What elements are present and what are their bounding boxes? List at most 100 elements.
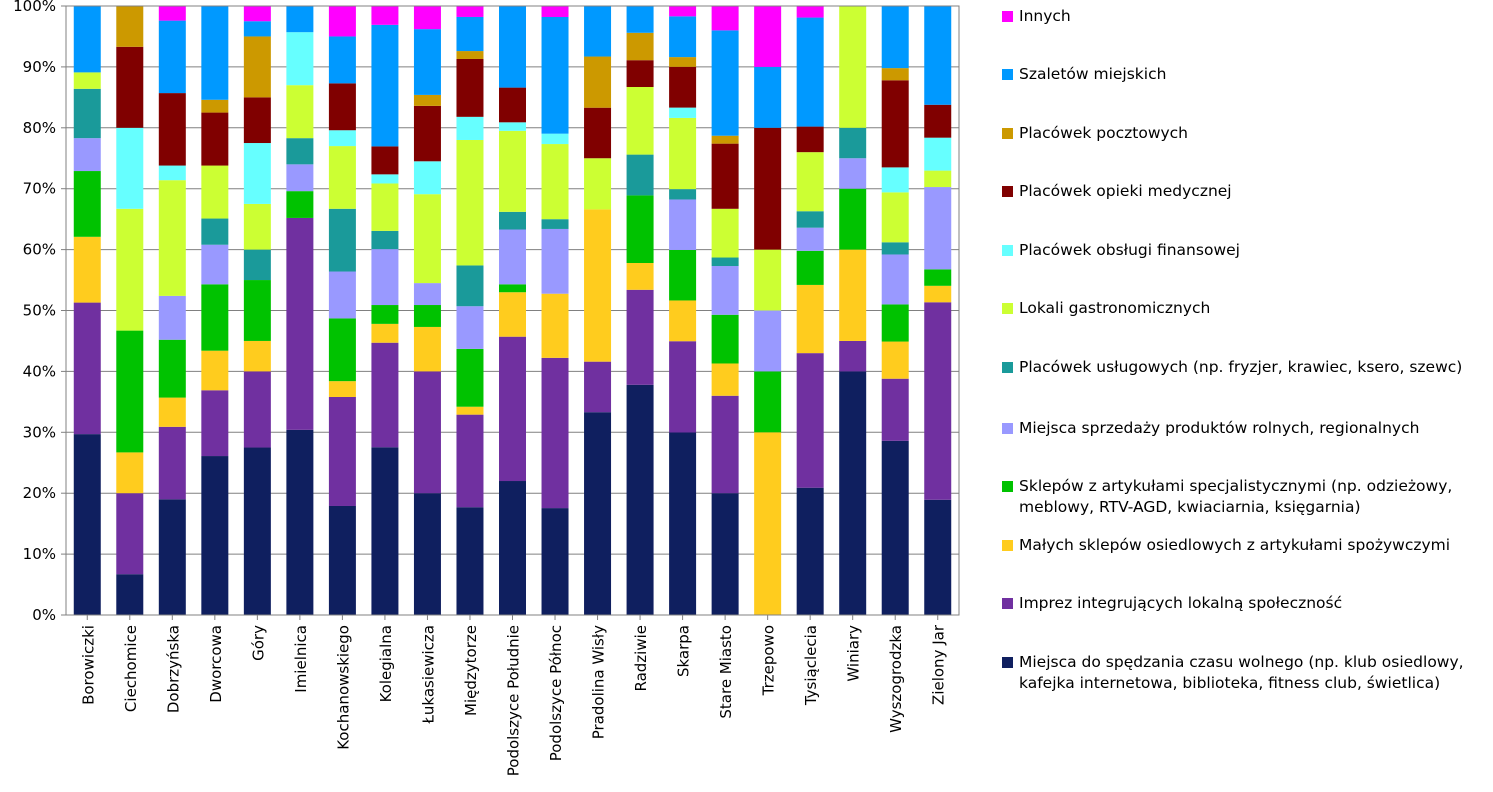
legend-item: Miejsca sprzedaży produktów rolnych, reg…	[1002, 418, 1489, 439]
legend-label: Małych sklepów osiedlowych z artykułami …	[1019, 536, 1451, 554]
bar-segment	[243, 371, 271, 448]
legend-item: Szaletów miejskich	[1002, 64, 1489, 85]
bar-segment	[158, 339, 186, 398]
bar-segment	[626, 154, 654, 196]
bar-segment	[116, 46, 144, 128]
bar-stack	[584, 6, 612, 615]
bar-segment	[584, 361, 612, 413]
bar-segment	[669, 107, 697, 118]
y-tick-label: 40%	[23, 362, 56, 380]
y-tick-label: 100%	[13, 0, 56, 15]
bar-segment	[499, 122, 526, 131]
bar-segment	[456, 6, 484, 17]
bar-segment	[243, 203, 271, 250]
bar-segment	[158, 499, 186, 615]
bar-segment	[201, 390, 229, 457]
bar-segment	[796, 250, 824, 285]
bar-segment	[456, 306, 484, 349]
bar-segment	[881, 80, 909, 168]
bar-segment	[499, 130, 526, 212]
x-tick-label: Ciechomice	[122, 625, 140, 712]
bar-segment	[371, 323, 399, 343]
bar-segment	[499, 481, 526, 615]
bar-segment	[626, 32, 654, 61]
y-tick-label: 30%	[23, 423, 56, 441]
bar-segment	[158, 397, 186, 427]
bar-segment	[584, 56, 612, 108]
bar-segment	[116, 127, 144, 209]
bar-segment	[711, 266, 739, 315]
bar-segment	[924, 302, 952, 500]
bar-segment	[73, 236, 101, 303]
bar-segment	[711, 143, 739, 209]
bar-segment	[626, 289, 654, 385]
legend-label: Placówek obsługi finansowej	[1019, 241, 1240, 259]
stacked-bar-chart: 0% 10% 20% 30% 40% 50% 60% 70% 80% 90% 100% Borowi…	[13, 0, 960, 777]
bar-segment	[158, 165, 186, 181]
x-tick-label: Skarpa	[675, 625, 693, 677]
bar-segment	[669, 341, 697, 433]
bar-segment	[73, 171, 101, 237]
bar-segment	[541, 228, 569, 294]
bar-stack	[669, 6, 697, 615]
bar-segment	[371, 342, 399, 448]
legend-label: Miejsca do spędzania czasu wolnego (np. …	[1019, 653, 1464, 692]
y-tick-label: 70%	[23, 180, 56, 198]
bar-stack	[626, 6, 654, 615]
legend-item: Placówek obsługi finansowej	[1002, 240, 1489, 261]
bar-segment	[73, 6, 101, 73]
bar-segment	[711, 493, 739, 615]
legend-item: Placówek opieki medycznej	[1002, 181, 1489, 202]
bar-segment	[711, 314, 739, 364]
y-tick-label: 0%	[32, 606, 56, 624]
bar-segment	[881, 341, 909, 379]
legend-item: Placówek pocztowych	[1002, 123, 1489, 144]
bar-segment	[456, 139, 484, 266]
legend-label: Szaletów miejskich	[1019, 65, 1167, 83]
y-tick-label: 90%	[23, 58, 56, 76]
bar-segment	[796, 6, 824, 18]
bar-segment	[711, 6, 739, 31]
bar-segment	[924, 187, 952, 270]
legend-label: Placówek usługowych (np. fryzjer, krawie…	[1019, 358, 1463, 376]
y-tick-label: 20%	[23, 484, 56, 502]
bar-segment	[711, 257, 739, 267]
bar-segment	[499, 336, 526, 482]
bar-segment	[413, 493, 441, 615]
bar-segment	[371, 249, 399, 306]
bar-segment	[413, 29, 441, 95]
legend-label: Lokali gastronomicznych	[1019, 299, 1211, 317]
bar-segment	[626, 195, 654, 263]
bar-segment	[541, 16, 569, 134]
x-tick-label: Pradolina Wisły	[590, 625, 608, 739]
bar-segment	[413, 326, 441, 372]
legend-swatch	[1002, 186, 1013, 197]
legend-label: Imprez integrujących lokalną społeczność	[1019, 594, 1343, 612]
bar-segment	[243, 97, 271, 144]
bar-stack	[796, 6, 824, 615]
x-tick-label: Borowiczki	[79, 625, 97, 705]
bar-segment	[711, 208, 739, 258]
bar-stack	[328, 6, 356, 615]
y-axis-ticks: 0% 10% 20% 30% 40% 50% 60% 70% 80% 90% 100%	[13, 0, 66, 624]
bar-segment	[158, 295, 186, 340]
x-tick-label: Międzytorze	[462, 625, 480, 716]
legend: Innych Szaletów miejskich Placówek pocztow…	[1002, 0, 1490, 792]
bar-segment	[73, 138, 101, 172]
bar-stack	[711, 6, 739, 615]
bar-segment	[881, 378, 909, 441]
bar-segment	[286, 164, 314, 192]
legend-item: Lokali gastronomicznych	[1002, 298, 1489, 319]
y-tick-label: 60%	[23, 241, 56, 259]
bar-stack	[881, 6, 909, 615]
bar-segment	[413, 371, 441, 494]
bar-segment	[456, 265, 484, 307]
bar-segment	[328, 208, 356, 272]
bar-stack	[73, 6, 101, 615]
x-tick-label: Dworcowa	[207, 625, 225, 703]
bar-segment	[881, 167, 909, 193]
bar-segment	[754, 127, 782, 250]
bar-segment	[711, 363, 739, 396]
bar-segment	[201, 6, 229, 100]
legend-swatch	[1002, 481, 1013, 492]
